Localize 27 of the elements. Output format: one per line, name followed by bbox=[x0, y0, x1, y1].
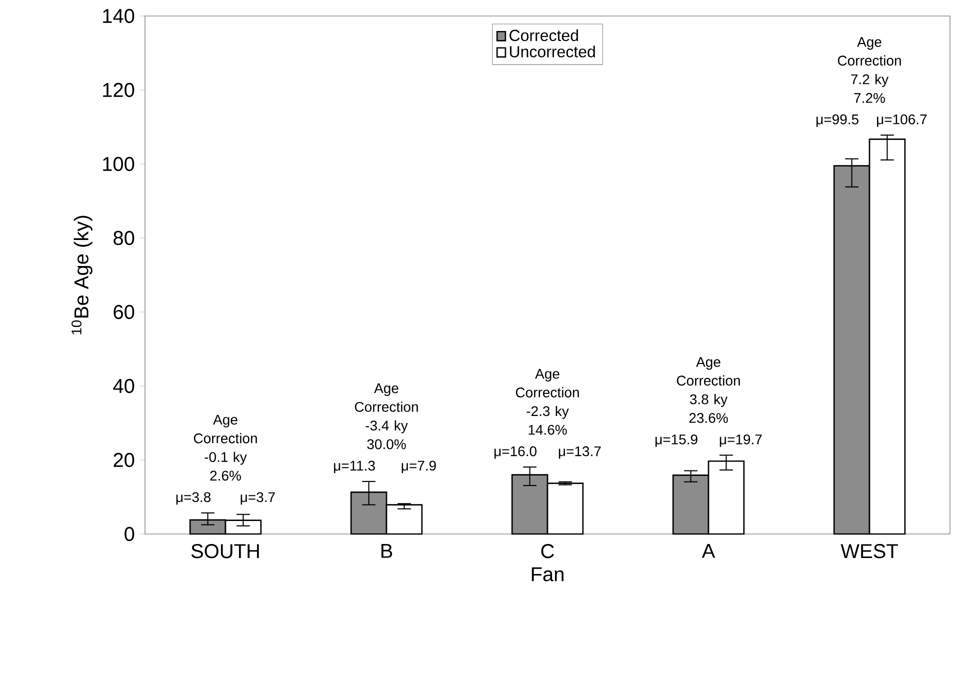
data-label: μ=16.0 bbox=[494, 446, 536, 459]
legend-label: Corrected bbox=[510, 29, 578, 42]
y-tick-label: 40 bbox=[113, 378, 134, 394]
x-tick-label: A bbox=[702, 544, 716, 558]
legend-label: Uncorrected bbox=[510, 46, 595, 58]
y-tick-label: 80 bbox=[114, 230, 134, 246]
data-label: μ=7.9 bbox=[402, 460, 436, 474]
data-label: μ=3.7 bbox=[240, 492, 275, 505]
y-tick-label: 60 bbox=[114, 304, 134, 320]
data-label: μ=15.9 bbox=[656, 434, 698, 447]
data-label: μ=13.7 bbox=[558, 446, 601, 459]
data-label: μ=3.8 bbox=[176, 492, 211, 505]
x-tick-label: B bbox=[381, 544, 392, 558]
y-axis-title: $^{10}$Be Age (ky) bbox=[72, 216, 92, 334]
x-tick-label: SOUTH bbox=[191, 544, 259, 558]
data-label: μ=106.7 bbox=[877, 114, 927, 127]
x-axis-title: Fan bbox=[532, 567, 564, 582]
y-tick-label: 140 bbox=[103, 8, 134, 24]
y-tick-label: 20 bbox=[114, 452, 134, 468]
data-label: μ=19.7 bbox=[720, 434, 762, 447]
data-label: μ=11.3 bbox=[334, 460, 375, 474]
data-label: μ=99.5 bbox=[816, 114, 858, 127]
y-tick-label: 0 bbox=[124, 526, 134, 542]
y-tick-label: 100 bbox=[103, 156, 134, 172]
x-tick-label: WEST bbox=[840, 544, 898, 558]
y-tick-label: 120 bbox=[103, 82, 134, 98]
x-tick-label: C bbox=[541, 544, 554, 558]
